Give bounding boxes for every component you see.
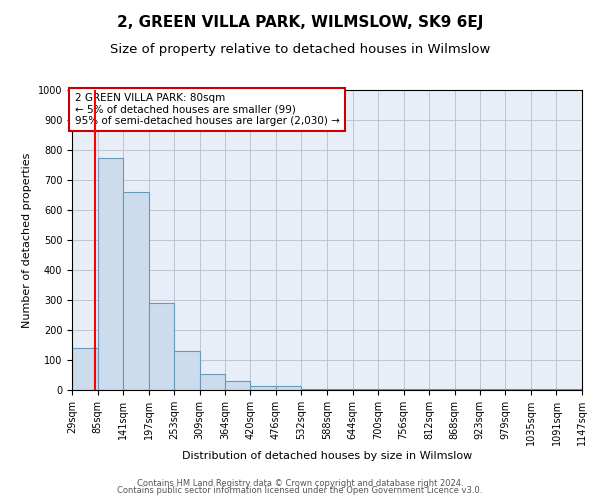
- Bar: [149, 303, 174, 390]
- Bar: [72, 348, 98, 390]
- Bar: [276, 386, 301, 390]
- Bar: [200, 374, 225, 390]
- Bar: [123, 192, 149, 390]
- Bar: [505, 389, 531, 390]
- Bar: [301, 388, 327, 390]
- Bar: [225, 381, 250, 390]
- Text: Contains public sector information licensed under the Open Government Licence v3: Contains public sector information licen…: [118, 486, 482, 495]
- Bar: [404, 389, 429, 390]
- Y-axis label: Number of detached properties: Number of detached properties: [22, 152, 32, 328]
- Bar: [429, 389, 455, 390]
- Text: 2, GREEN VILLA PARK, WILMSLOW, SK9 6EJ: 2, GREEN VILLA PARK, WILMSLOW, SK9 6EJ: [117, 15, 483, 30]
- Bar: [98, 158, 123, 390]
- Bar: [378, 389, 404, 390]
- Bar: [327, 388, 353, 390]
- Text: Contains HM Land Registry data © Crown copyright and database right 2024.: Contains HM Land Registry data © Crown c…: [137, 478, 463, 488]
- Bar: [250, 386, 276, 390]
- Bar: [531, 389, 556, 390]
- Bar: [174, 351, 200, 390]
- Text: Size of property relative to detached houses in Wilmslow: Size of property relative to detached ho…: [110, 42, 490, 56]
- Bar: [455, 389, 480, 390]
- Bar: [353, 389, 378, 390]
- Text: 2 GREEN VILLA PARK: 80sqm
← 5% of detached houses are smaller (99)
95% of semi-d: 2 GREEN VILLA PARK: 80sqm ← 5% of detach…: [74, 93, 340, 126]
- Bar: [480, 389, 505, 390]
- X-axis label: Distribution of detached houses by size in Wilmslow: Distribution of detached houses by size …: [182, 450, 472, 460]
- Bar: [556, 389, 582, 390]
